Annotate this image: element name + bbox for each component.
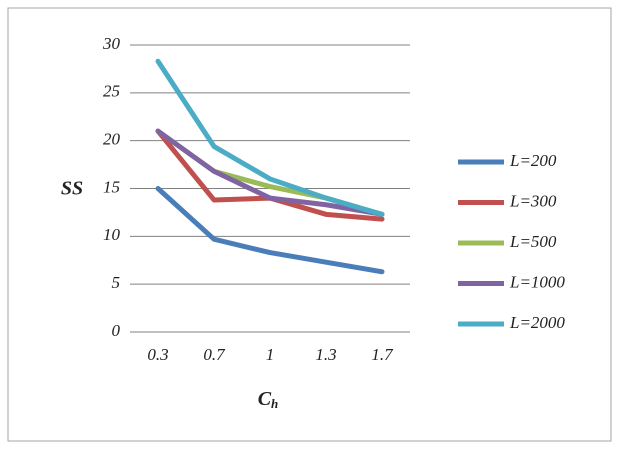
y-tick-label: 10 bbox=[103, 225, 121, 244]
y-tick-label: 20 bbox=[103, 130, 121, 149]
x-tick-label: 1 bbox=[266, 345, 275, 364]
legend-label: L=500 bbox=[509, 232, 557, 251]
legend-label: L=300 bbox=[509, 191, 557, 210]
x-tick-label: 0.3 bbox=[147, 345, 168, 364]
y-tick-label: 25 bbox=[103, 82, 120, 101]
legend-label: L=2000 bbox=[509, 313, 565, 332]
x-tick-label: 1.3 bbox=[315, 345, 336, 364]
x-axis-label-sub: h bbox=[271, 396, 278, 411]
x-tick-label: 1.7 bbox=[371, 345, 394, 364]
y-tick-label: 15 bbox=[103, 177, 120, 196]
legend-label: L=1000 bbox=[509, 272, 565, 291]
chart-border bbox=[8, 8, 611, 441]
x-axis-label-main: C bbox=[258, 388, 272, 410]
y-tick-label: 5 bbox=[112, 273, 121, 292]
x-tick-label: 0.7 bbox=[203, 345, 226, 364]
legend-label: L=200 bbox=[509, 151, 557, 170]
y-tick-label: 30 bbox=[102, 34, 121, 53]
y-tick-label: 0 bbox=[112, 321, 121, 340]
y-axis-label: SS bbox=[61, 178, 83, 200]
chart: SS Ch 0 5 10 15 20 25 30 0.3 0.7 1 1.3 1.7 L=200 L=30… bbox=[0, 0, 619, 449]
